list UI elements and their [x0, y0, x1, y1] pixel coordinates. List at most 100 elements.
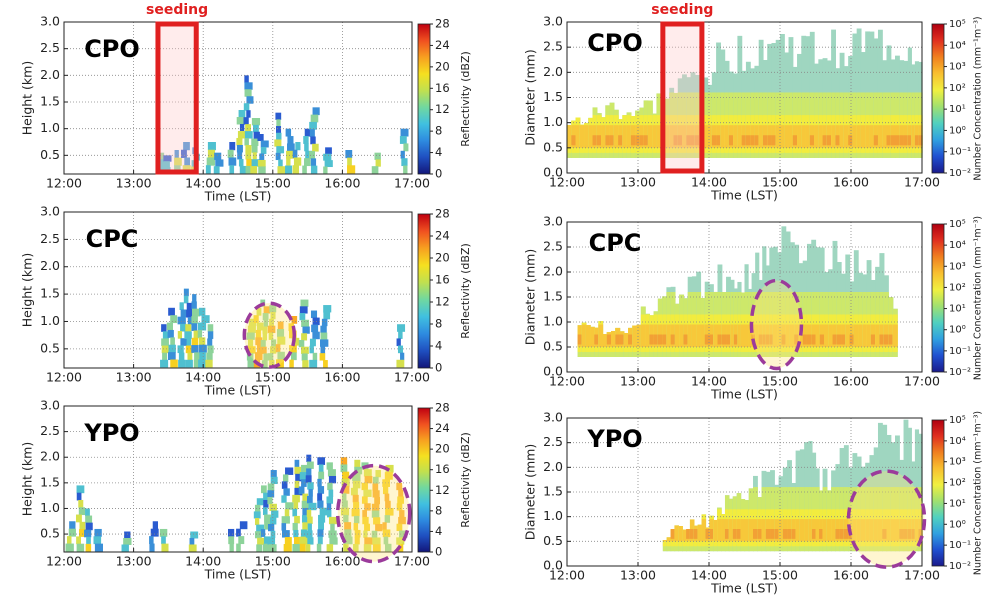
dsd-bin — [801, 125, 806, 148]
colorbar-tick-label: 10⁻² — [949, 561, 971, 572]
echo-cell — [299, 340, 305, 347]
colorbar-tick-label: 0 — [435, 167, 442, 181]
dsd-bin — [678, 526, 682, 541]
echo-cell — [318, 472, 324, 480]
echo-cell — [229, 165, 234, 173]
echo-cell — [293, 165, 299, 173]
dsd-bin — [745, 519, 750, 541]
dsd-bin — [814, 125, 819, 148]
echo-cell — [307, 510, 312, 517]
colorbar-tick-label: 4 — [435, 524, 442, 538]
echo-cell — [94, 536, 102, 544]
y-tick-label: 0.5 — [543, 339, 563, 354]
echo-cell — [161, 338, 169, 346]
echo-cell — [299, 486, 305, 494]
dsd-bin — [806, 125, 811, 148]
echo-cell — [341, 457, 347, 465]
dsd-bin — [729, 519, 734, 541]
dsd-bin — [771, 135, 776, 145]
echo-cell — [302, 360, 308, 367]
echo-cell — [320, 346, 325, 353]
dsd-bin — [874, 135, 879, 145]
echo-cell — [398, 346, 403, 354]
x-axis-label: Time (LST) — [204, 189, 272, 204]
dsd-bin — [861, 125, 866, 148]
dsd-bin — [586, 325, 591, 347]
echo-cell — [245, 124, 251, 131]
echo-cell — [185, 324, 191, 332]
x-tick-label: 13:00 — [116, 370, 152, 385]
echo-cell — [310, 136, 315, 144]
echo-cell — [198, 323, 206, 331]
dsd-bin — [649, 335, 654, 345]
echo-cell — [398, 331, 402, 339]
y-tick-label: 1.5 — [543, 484, 563, 499]
echo-cell — [396, 360, 404, 368]
echo-cell — [403, 166, 407, 174]
echo-cell — [257, 134, 263, 141]
dsd-bin — [858, 325, 863, 348]
echo-cell — [244, 75, 248, 82]
echo-cell — [229, 157, 237, 165]
echo-cell — [243, 117, 248, 124]
x-axis-label: Time (LST) — [204, 383, 272, 398]
y-tick-label: 0.5 — [40, 340, 60, 355]
x-tick-label: 13:00 — [620, 374, 656, 389]
dsd-bin — [700, 325, 705, 348]
echo-cell — [311, 325, 318, 333]
echo-cell — [307, 462, 314, 469]
echo-cell — [179, 353, 184, 361]
echo-cell — [239, 110, 246, 117]
dsd-bin — [705, 529, 710, 539]
dsd-bin — [840, 125, 845, 148]
echo-cell — [191, 301, 196, 309]
dsd-bin — [835, 135, 840, 145]
echo-cell — [327, 503, 331, 510]
echo-cell — [313, 353, 317, 361]
echo-cell — [325, 147, 332, 154]
echo-cell — [228, 150, 234, 158]
dsd-bin — [762, 519, 767, 541]
echo-cell — [84, 530, 91, 538]
echo-cell — [190, 532, 198, 539]
echo-cell — [308, 489, 312, 496]
echo-cell — [207, 157, 215, 165]
y-tick-label: 3.0 — [40, 14, 60, 29]
dsd-bin — [791, 529, 796, 539]
echo-cell — [208, 150, 215, 158]
dsd-bin — [690, 529, 694, 539]
echo-cell — [304, 158, 311, 166]
dsd-bin — [674, 525, 678, 541]
echo-cell — [268, 524, 274, 531]
site-label: YPO — [586, 425, 642, 453]
echo-cell — [161, 544, 168, 552]
dsd-bin — [622, 125, 627, 148]
echo-cell — [304, 143, 309, 151]
y-tick-label: 1.5 — [543, 89, 563, 104]
echo-cell — [149, 544, 154, 552]
dsd-bin — [819, 529, 823, 539]
echo-cell — [401, 129, 409, 137]
echo-cell — [162, 353, 167, 361]
dsd-bin — [869, 125, 874, 148]
echo-cell — [208, 142, 216, 150]
y-axis-label: Height (km) — [20, 442, 35, 516]
echo-cell — [246, 96, 253, 103]
echo-cell — [271, 470, 277, 477]
dsd-bin — [635, 135, 640, 145]
dsd-bin — [746, 135, 751, 145]
dsd-bin — [911, 125, 915, 148]
dsd-bin — [850, 335, 855, 345]
echo-cell — [327, 544, 334, 551]
dsd-bin — [737, 125, 742, 148]
dsd-bin — [688, 325, 693, 348]
echo-cell — [178, 331, 182, 339]
dsd-bin — [753, 529, 758, 539]
echo-cell — [191, 316, 197, 324]
dsd-bin — [675, 325, 680, 348]
site-label: CPC — [86, 225, 139, 253]
echo-cell — [317, 493, 322, 501]
